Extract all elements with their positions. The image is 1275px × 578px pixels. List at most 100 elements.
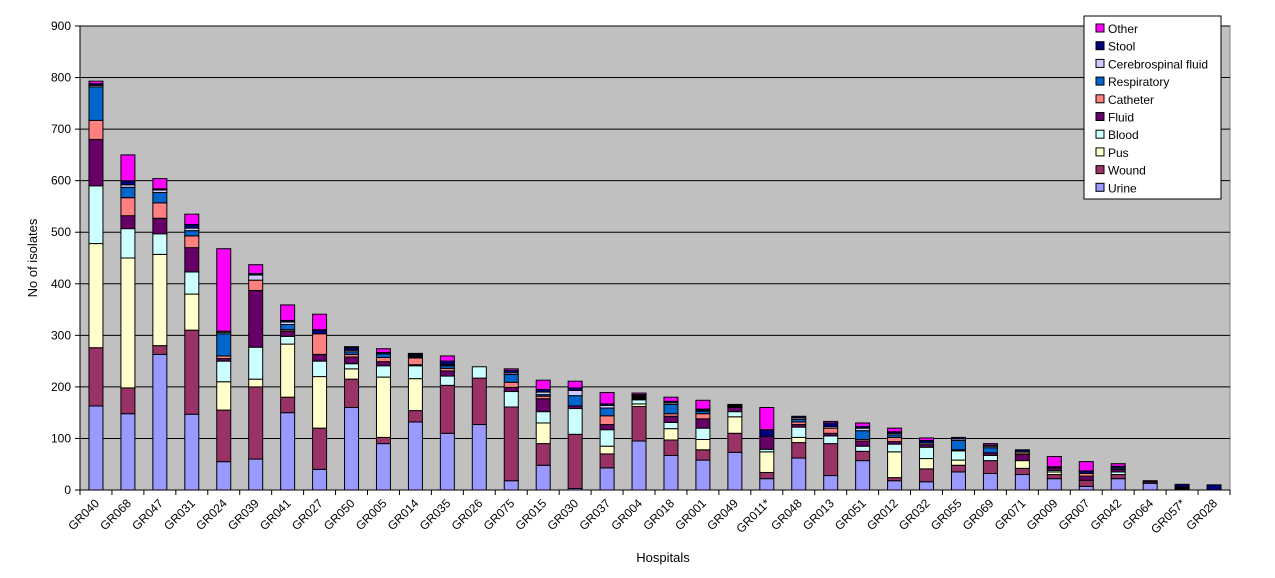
bar-segment-blood bbox=[503, 391, 519, 408]
bar-segment-fluid bbox=[599, 424, 615, 431]
bar-segment-urine bbox=[855, 460, 871, 491]
bar-segment-wound bbox=[759, 471, 775, 480]
bar-segment-urine bbox=[1046, 478, 1062, 491]
bar-segment-wound bbox=[855, 450, 871, 462]
bar-segment-blood bbox=[919, 446, 935, 460]
bar-segment-stool bbox=[1014, 449, 1030, 452]
bar-segment-pus bbox=[216, 381, 232, 411]
bar-segment-urine bbox=[1142, 482, 1158, 491]
bar-segment-catheter bbox=[695, 413, 711, 420]
bar-segment-pus bbox=[344, 368, 360, 380]
bar-segment-wound bbox=[248, 386, 264, 460]
bar-segment-blood bbox=[88, 185, 104, 245]
bar-segment-fluid bbox=[1014, 453, 1030, 462]
bar-segment-catheter bbox=[503, 381, 519, 388]
bar-segment-other bbox=[184, 213, 200, 225]
bar-segment-other bbox=[599, 392, 615, 405]
bar-segment-wound bbox=[791, 442, 807, 459]
y-tick-label: 0 bbox=[64, 483, 71, 497]
bar-segment-catheter bbox=[375, 357, 391, 363]
bar-segment-other bbox=[120, 154, 136, 182]
bar-segment-wound bbox=[152, 345, 168, 355]
bar-segment-other bbox=[503, 368, 519, 371]
bar-segment-other bbox=[344, 346, 360, 349]
legend-swatch bbox=[1095, 147, 1105, 157]
bar-segment-respiratory bbox=[855, 430, 871, 440]
bar-segment-pus bbox=[887, 451, 903, 479]
legend-label: Blood bbox=[1108, 128, 1139, 142]
bar-segment-blood bbox=[439, 375, 455, 386]
bar-segment-other bbox=[567, 380, 583, 389]
bar-segment-urine bbox=[344, 407, 360, 491]
bar-segment-wound bbox=[439, 384, 455, 434]
bar-segment-wound bbox=[503, 406, 519, 482]
bar-segment-stool bbox=[759, 429, 775, 437]
bar-segment-pus bbox=[599, 445, 615, 455]
bar-segment-other bbox=[407, 352, 423, 355]
bar-segment-pus bbox=[727, 416, 743, 434]
bar-segment-catheter bbox=[887, 436, 903, 443]
bar-segment-fluid bbox=[120, 215, 136, 230]
bar-segment-catheter bbox=[599, 415, 615, 426]
y-axis-title: No of isolates bbox=[25, 218, 40, 297]
bar-segment-urine bbox=[216, 461, 232, 491]
bar-segment-fluid bbox=[312, 353, 328, 362]
bar-segment-urine bbox=[1110, 478, 1126, 491]
bar-segment-respiratory bbox=[375, 353, 391, 359]
bar-segment-urine bbox=[312, 468, 328, 491]
bar-segment-pus bbox=[663, 428, 679, 441]
bar-segment-other bbox=[439, 355, 455, 362]
bar-segment-fluid bbox=[727, 407, 743, 413]
bar-segment-wound bbox=[1014, 467, 1030, 476]
bar-segment-urine bbox=[503, 480, 519, 491]
legend-swatch bbox=[1095, 94, 1105, 104]
bar-segment-urine bbox=[1078, 485, 1094, 491]
bar-segment-pus bbox=[1014, 460, 1030, 469]
bar-segment-catheter bbox=[312, 333, 328, 355]
bar-segment-fluid bbox=[503, 386, 519, 393]
legend-swatch bbox=[1095, 112, 1105, 121]
bar-segment-urine bbox=[950, 471, 966, 491]
legend: Other Stool Cerebrospinal fluid Respiratory… bbox=[1083, 15, 1222, 200]
legend-label: Catheter bbox=[1108, 93, 1154, 107]
bar-segment-other bbox=[759, 407, 775, 431]
bar-segment-urine bbox=[982, 473, 998, 491]
bar-segment-respiratory bbox=[120, 186, 136, 199]
bar-segment-respiratory bbox=[982, 447, 998, 454]
bar-segment-blood bbox=[791, 426, 807, 438]
bar-segment-fluid bbox=[344, 356, 360, 365]
bar-segment-wound bbox=[631, 405, 647, 442]
bar-segment-respiratory bbox=[152, 192, 168, 204]
bar-segment-stool bbox=[791, 415, 807, 419]
bar-segment-respiratory bbox=[663, 403, 679, 415]
bar-segment-wound bbox=[344, 378, 360, 409]
bar-segment-other bbox=[663, 396, 679, 402]
bar-segment-wound bbox=[919, 468, 935, 483]
bar-segment-blood bbox=[567, 408, 583, 435]
y-tick-label: 700 bbox=[51, 122, 71, 136]
bar-segment-urine bbox=[631, 440, 647, 491]
bar-segment-blood bbox=[535, 411, 551, 424]
y-tick-label: 800 bbox=[51, 71, 71, 85]
bar-segment-blood bbox=[855, 445, 871, 452]
bar-segment-wound bbox=[823, 443, 839, 477]
bar-segment-other bbox=[887, 427, 903, 433]
bar-segment-stool bbox=[1174, 483, 1190, 488]
bar-segment-urine bbox=[88, 405, 104, 491]
bar-segment-other bbox=[88, 80, 104, 85]
bar-segment-fluid bbox=[375, 361, 391, 367]
bar-segment-stool bbox=[184, 223, 200, 229]
bar-segment-cerebrospinal-fluid bbox=[567, 389, 583, 397]
bar-segment-urine bbox=[375, 443, 391, 491]
bar-segment-wound bbox=[1078, 479, 1094, 487]
bar-segment-other bbox=[216, 248, 232, 332]
bar-segment-wound bbox=[950, 464, 966, 473]
bar-segment-wound bbox=[216, 409, 232, 463]
bar-segment-catheter bbox=[184, 235, 200, 249]
bar-segment-blood bbox=[982, 454, 998, 462]
bar-segment-blood bbox=[120, 228, 136, 259]
bar-segment-urine bbox=[471, 424, 487, 491]
bar-segment-wound bbox=[982, 460, 998, 475]
bar-segment-catheter bbox=[407, 357, 423, 366]
bar-segment-catheter bbox=[248, 279, 264, 291]
